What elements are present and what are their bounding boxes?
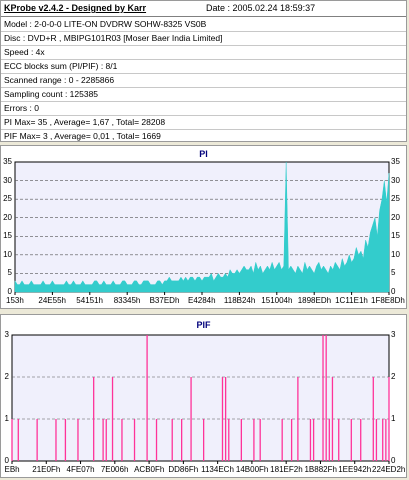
info-ecc-sum: ECC blocks sum (PI/PIF) : 8/1 [4,61,118,71]
x-tick-label: DD86Fh [168,465,199,474]
x-tick-label: 153h [6,296,24,305]
x-tick-label: 1134ECh [201,465,234,474]
x-tick-label: 83345h [113,296,141,305]
y-tick-label-left: 30 [3,175,12,185]
pif-chart [11,334,390,464]
divider [1,59,406,60]
x-tick-label: 1F8E8Dh [371,296,405,305]
y-tick-label-left: 3 [4,330,9,339]
x-tick-label: 7E006h [100,465,129,474]
y-tick-label-right: 10 [391,249,400,259]
x-tick-label: 24E55h [38,296,66,305]
x-tick-label: 1EE942h [338,465,372,474]
info-speed: Speed : 4x [4,47,45,57]
y-tick-label-right: 0 [391,287,396,296]
app-title: KProbe v2.4.2 - Designed by Karr [4,3,147,13]
y-tick-label-left: 1 [4,414,9,423]
y-tick-label-left: 0 [4,456,9,465]
y-tick-label-right: 25 [391,194,400,204]
divider [1,129,406,130]
x-tick-label: 1898EDh [297,296,332,305]
x-tick-label: 21E0Fh [32,465,61,474]
y-tick-label-right: 15 [391,231,400,241]
y-tick-label-right: 20 [391,212,400,222]
y-tick-label-right: 1 [391,414,396,423]
info-scanned-range: Scanned range : 0 - 2285866 [4,75,115,85]
x-tick-label: ACB0Fh [134,465,165,474]
y-tick-label-right: 2 [391,372,396,381]
divider [1,45,406,46]
x-tick-label: 181EF2h [270,465,303,474]
y-tick-label-right: 0 [391,456,396,465]
x-tick-label: E4284h [188,296,216,305]
y-tick-label-right: 3 [391,330,396,339]
info-pif-stats: PIF Max= 3 , Average= 0,01 , Total= 1669 [4,131,161,141]
divider [1,31,406,32]
scan-date: Date : 2005.02.24 18:59:37 [206,3,316,13]
y-tick-label-right: 35 [391,157,400,166]
info-disc: Disc : DVD+R , MBIPG101R03 [Moser Baer I… [4,33,223,43]
pi-chart [14,161,390,295]
x-tick-label: 4FE07h [66,465,95,474]
info-pi-stats: PI Max= 35 , Average= 1,67 , Total= 2820… [4,117,166,127]
pi-chart-panel: PI 35 35 30 30 25 25 20 20 15 15 10 10 5 5 0 0 153h 24E55… [0,145,407,309]
pif-chart-title: PIF [196,320,211,330]
x-tick-label: 151004h [261,296,293,305]
x-tick-label: B37EDh [149,296,180,305]
y-tick-label-left: 0 [7,287,12,296]
y-tick-label-left: 2 [4,372,9,381]
divider [1,87,406,88]
y-tick-label-left: 25 [3,194,12,204]
info-model: Model : 2-0-0-0 LITE-ON DVDRW SOHW-8325 … [4,19,207,29]
x-tick-label: EBh [4,465,20,474]
x-tick-label: 1C11E1h [335,296,368,305]
x-tick-label: 224ED2h [372,465,406,474]
y-tick-label-left: 20 [3,212,12,222]
y-tick-label-right: 30 [391,175,400,185]
y-tick-label-left: 15 [3,231,12,241]
info-sampling: Sampling count : 125385 [4,89,99,99]
x-tick-label: 1B882Fh [304,465,337,474]
info-errors: Errors : 0 [4,103,39,113]
y-tick-label-left: 5 [7,268,12,278]
divider [1,101,406,102]
divider [1,115,406,116]
x-tick-label: 14B00Fh [235,465,269,474]
pi-series-area [14,161,390,293]
x-tick-label: 118B24h [223,296,256,305]
pif-chart-panel: PIF 3 3 2 2 1 1 0 0 EBh 21E0Fh 4FE07h 7E006h ACB0Fh D… [0,314,407,478]
y-tick-label-left: 35 [3,157,12,166]
pi-chart-title: PI [199,149,208,159]
info-header: KProbe v2.4.2 - Designed by Karr Date : … [1,1,406,17]
y-tick-label-right: 5 [391,268,396,278]
plot-area [14,161,390,293]
y-tick-label-left: 10 [3,249,12,259]
x-tick-label: 54151h [76,296,103,305]
info-panel: KProbe v2.4.2 - Designed by Karr Date : … [0,0,407,142]
divider [1,73,406,74]
